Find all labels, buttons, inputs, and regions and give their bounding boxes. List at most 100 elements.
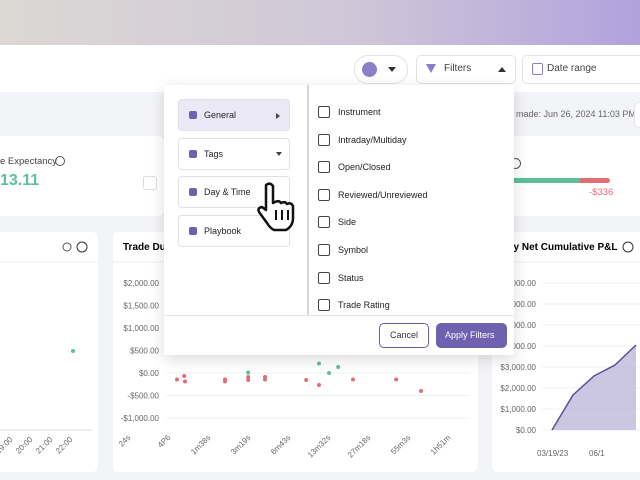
hand <box>257 182 295 232</box>
point <box>304 378 309 383</box>
line <box>551 344 637 431</box>
y-tick-label: $6,000.00 <box>500 300 536 309</box>
date-range-button[interactable]: Date range <box>522 55 640 84</box>
point <box>223 379 227 384</box>
y-tick-label: $500.00 <box>130 347 159 356</box>
point <box>336 365 341 370</box>
category-button[interactable]: Tags <box>178 137 290 170</box>
edit-icon <box>143 176 157 190</box>
option-label: Instrument <box>338 107 381 117</box>
y-tick-label: $5,000.00 <box>500 321 536 330</box>
y-tick-label: $3,000.00 <box>500 363 536 372</box>
expectancy-card: e Expectancy 13.11 <box>0 136 164 216</box>
y-tick-label: $0.00 <box>516 426 537 435</box>
y-tick-label: $2,000.00 <box>500 384 536 393</box>
import-note: made: Jun 26, 2024 11:03 PM <box>516 109 636 119</box>
win-loss-card: -$336 <box>492 136 640 216</box>
option-label: Open/Closed <box>338 162 391 173</box>
point <box>263 377 267 382</box>
option-label: Status <box>338 272 364 283</box>
y-tick-label: $1,500.00 <box>123 302 159 311</box>
point <box>419 389 423 393</box>
divider <box>164 315 514 316</box>
checkbox[interactable] <box>318 133 330 146</box>
settings-icon <box>62 242 72 252</box>
y-tick-label: $1,000.00 <box>123 324 159 333</box>
currency-icon <box>362 62 377 77</box>
filters-label: Filters <box>444 63 472 74</box>
calendar-icon <box>532 63 543 75</box>
y-tick-label: $1,000.00 <box>500 405 536 414</box>
x-tick-label: 06/1 <box>589 449 605 458</box>
option-label: Intraday/Multiday <box>338 134 407 145</box>
checkbox[interactable] <box>318 106 330 118</box>
caret <box>276 151 282 156</box>
caret <box>498 67 506 72</box>
option-label: Reviewed/Unreviewed <box>338 189 428 200</box>
category-label: Day & Time <box>204 187 251 197</box>
hand-cursor <box>257 182 295 232</box>
filters-button[interactable]: Filters <box>416 55 516 84</box>
area <box>552 344 636 430</box>
category-icon <box>189 111 197 119</box>
option-label: Trade Rating <box>338 300 390 311</box>
info-icon <box>76 241 88 253</box>
expectancy-label: e Expectancy <box>0 156 58 167</box>
cancel-button[interactable]: Cancel <box>379 323 429 348</box>
point <box>327 371 331 375</box>
expectancy-value: 13.11 <box>0 172 40 189</box>
hour-chart-card <box>0 232 98 472</box>
win-bar <box>512 178 580 183</box>
checkbox[interactable] <box>318 188 330 201</box>
checkbox[interactable] <box>318 271 330 284</box>
apply-button[interactable]: Apply Filters <box>436 323 507 348</box>
category-icon <box>189 226 197 235</box>
y-tick-label: $4,000.00 <box>500 342 536 351</box>
point <box>182 374 187 379</box>
date-range-label: Date range <box>547 63 597 74</box>
point <box>71 349 75 353</box>
checkbox[interactable] <box>318 299 330 312</box>
point <box>175 377 179 382</box>
filter-icon <box>426 64 436 73</box>
currency-button[interactable] <box>354 55 408 84</box>
point <box>183 379 187 384</box>
y-tick-label: -$500.00 <box>127 392 159 401</box>
info-icon <box>55 156 65 166</box>
point <box>317 361 321 366</box>
loss-value: -$336 <box>589 187 614 198</box>
x-tick-label: 03/19/23 <box>537 449 569 458</box>
point <box>394 377 399 382</box>
apply-label: Apply Filters <box>445 330 495 340</box>
option-label: Symbol <box>338 245 369 255</box>
loss-bar <box>580 178 610 183</box>
point <box>246 378 251 383</box>
category-label: Tags <box>204 148 224 159</box>
point <box>246 370 251 375</box>
checkbox[interactable] <box>318 216 330 229</box>
checkbox[interactable] <box>318 161 330 174</box>
cumulative-chart-card <box>492 232 640 472</box>
option-label: Side <box>338 217 357 228</box>
point <box>351 377 355 382</box>
cumulative-chart-title: ily Net Cumulative P&L <box>508 242 617 253</box>
category-icon <box>189 188 197 196</box>
caret <box>388 67 396 72</box>
y-tick-label: $2,000.00 <box>123 279 159 288</box>
point <box>246 375 251 380</box>
point <box>317 383 321 388</box>
cancel-label: Cancel <box>390 330 419 340</box>
category-icon <box>189 149 197 158</box>
top-band <box>0 0 640 45</box>
divider <box>307 85 309 315</box>
y-tick-label: -$1,000.00 <box>121 414 160 423</box>
checkbox[interactable] <box>318 244 330 256</box>
category-label: Playbook <box>204 225 242 236</box>
category-button[interactable]: General <box>178 99 290 131</box>
category-label: General <box>204 110 237 120</box>
info-icon <box>622 241 634 253</box>
caret <box>276 113 280 119</box>
y-tick-label: $7,000.00 <box>500 279 536 288</box>
duration-chart-title: Trade Du <box>123 242 166 253</box>
side-button[interactable] <box>634 102 640 128</box>
